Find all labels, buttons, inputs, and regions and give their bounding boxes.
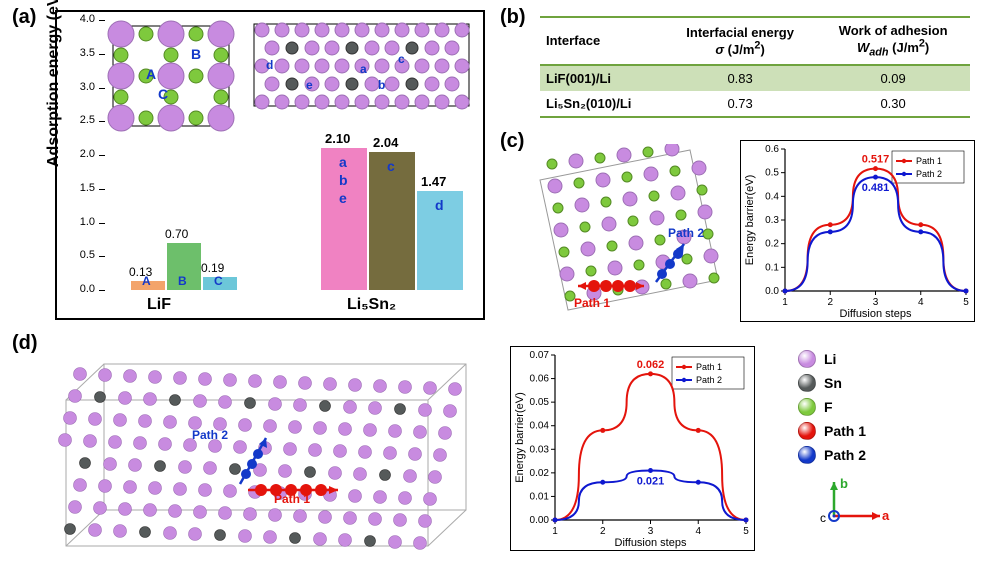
panel-a-yticks: 0.00.51.01.52.02.53.03.54.0 — [63, 20, 97, 290]
svg-text:0.3: 0.3 — [765, 215, 779, 226]
legend-items: Li Sn F Path 1 Path 2 — [798, 350, 968, 464]
svg-text:0.02: 0.02 — [530, 468, 550, 479]
svg-text:0.06: 0.06 — [530, 374, 550, 385]
svg-text:0.05: 0.05 — [530, 397, 550, 408]
tbl-body: LiF(001)/Li 0.83 0.09Li₅Sn₂(010)/Li 0.73… — [540, 65, 970, 116]
svg-text:c: c — [820, 511, 826, 525]
svg-text:5: 5 — [963, 297, 969, 308]
svg-text:0.0: 0.0 — [765, 286, 779, 297]
svg-text:1: 1 — [552, 526, 558, 537]
table-row: Li₅Sn₂(010)/Li 0.73 0.30 — [540, 91, 970, 116]
legend-item-f: F — [798, 398, 968, 416]
svg-text:Path 2: Path 2 — [916, 169, 942, 179]
svg-text:Energy barrier(eV): Energy barrier(eV) — [514, 392, 526, 482]
panel-a-chart: Adsorption energy (eV) 0.00.51.01.52.02.… — [55, 10, 485, 320]
panel-a-bars: A0.13B0.70C0.19abe2.10c2.04d1.47 — [101, 20, 475, 290]
panel-a-ytick: 1.5 — [61, 182, 95, 194]
svg-text:0.4: 0.4 — [765, 191, 779, 202]
svg-text:2: 2 — [827, 297, 833, 308]
panel-c-label: (c) — [500, 130, 524, 153]
legend: Li Sn F Path 1 Path 2 b a c — [798, 350, 968, 534]
svg-text:0.2: 0.2 — [765, 239, 779, 250]
c-path2-label: Path 2 — [668, 226, 704, 240]
svg-text:0.021: 0.021 — [637, 476, 665, 488]
panel-b-label: (b) — [500, 6, 526, 29]
d-path1-label: Path 1 — [274, 492, 310, 506]
panel-c-crystal: Path 2 Path 1 — [534, 144, 724, 320]
panel-d-chart: 0.00 0.01 0.02 0.03 0.04 0.05 0.06 0.07 1 2 3 4 5 Ene… — [510, 346, 755, 551]
legend-item-li: Li — [798, 350, 968, 368]
legend-item-path-1: Path 1 — [798, 422, 968, 440]
svg-text:4: 4 — [695, 526, 701, 537]
svg-text:0.6: 0.6 — [765, 144, 779, 155]
svg-text:Energy barrier(eV): Energy barrier(eV) — [744, 175, 756, 265]
svg-text:0.517: 0.517 — [862, 154, 890, 166]
panel-d-crystal: Path 2 Path 1 — [56, 340, 486, 560]
svg-text:Path 1: Path 1 — [696, 362, 722, 372]
svg-text:0.1: 0.1 — [765, 262, 779, 273]
svg-text:0.01: 0.01 — [530, 491, 550, 502]
legend-item-path-2: Path 2 — [798, 446, 968, 464]
svg-text:0.07: 0.07 — [530, 350, 550, 361]
panel-a-ytick: 3.5 — [61, 47, 95, 59]
svg-text:4: 4 — [918, 297, 924, 308]
panel-a-ytick: 4.0 — [61, 13, 95, 25]
panel-a-xlabel-lisn: Li₅Sn₂ — [347, 296, 396, 314]
svg-text:0.062: 0.062 — [637, 359, 665, 371]
panel-a-ytick: 1.0 — [61, 216, 95, 228]
panel-b-table: Interface Interfacial energyσ (J/m2) Wor… — [540, 16, 970, 118]
svg-text:1: 1 — [782, 297, 788, 308]
svg-text:Diffusion steps: Diffusion steps — [615, 537, 687, 549]
svg-text:5: 5 — [743, 526, 749, 537]
svg-text:Path 2: Path 2 — [696, 375, 722, 385]
svg-text:Diffusion steps: Diffusion steps — [840, 308, 912, 320]
svg-text:3: 3 — [873, 297, 879, 308]
svg-text:Path 1: Path 1 — [916, 156, 942, 166]
svg-text:0.03: 0.03 — [530, 444, 550, 455]
panel-a-label: (a) — [12, 6, 36, 29]
panel-a-ytick: 0.0 — [61, 283, 95, 295]
panel-d-label: (d) — [12, 332, 38, 355]
tbl-col-wadh: Work of adhesionWadh (J/m2) — [816, 17, 970, 65]
d-path2-label: Path 2 — [192, 428, 228, 442]
tbl-col-interface: Interface — [540, 17, 664, 65]
legend-axis-a: a — [882, 508, 890, 523]
panel-a-plot: 0.00.51.01.52.02.53.03.54.0 — [101, 20, 475, 290]
panel-a-ytick: 3.0 — [61, 81, 95, 93]
table-row: LiF(001)/Li 0.83 0.09 — [540, 65, 970, 91]
svg-text:2: 2 — [600, 526, 606, 537]
c-path1-label: Path 1 — [574, 296, 610, 310]
svg-text:0.5: 0.5 — [765, 168, 779, 179]
panel-a-ytick: 2.0 — [61, 148, 95, 160]
panel-a-xlabel-lif: LiF — [147, 296, 171, 314]
panel-a-ytick: 0.5 — [61, 249, 95, 261]
svg-text:0.04: 0.04 — [530, 421, 550, 432]
tbl-col-sigma: Interfacial energyσ (J/m2) — [664, 17, 816, 65]
legend-item-sn: Sn — [798, 374, 968, 392]
panel-a-ytick: 2.5 — [61, 114, 95, 126]
svg-text:3: 3 — [648, 526, 654, 537]
svg-text:0.481: 0.481 — [862, 182, 890, 194]
panel-c-chart: 0.0 0.1 0.2 0.3 0.4 0.5 0.6 1 2 3 4 5 Energy barrier… — [740, 140, 975, 322]
legend-axes-icon: b a c — [818, 476, 898, 531]
svg-text:0.00: 0.00 — [530, 515, 550, 526]
legend-axis-b: b — [840, 476, 848, 491]
